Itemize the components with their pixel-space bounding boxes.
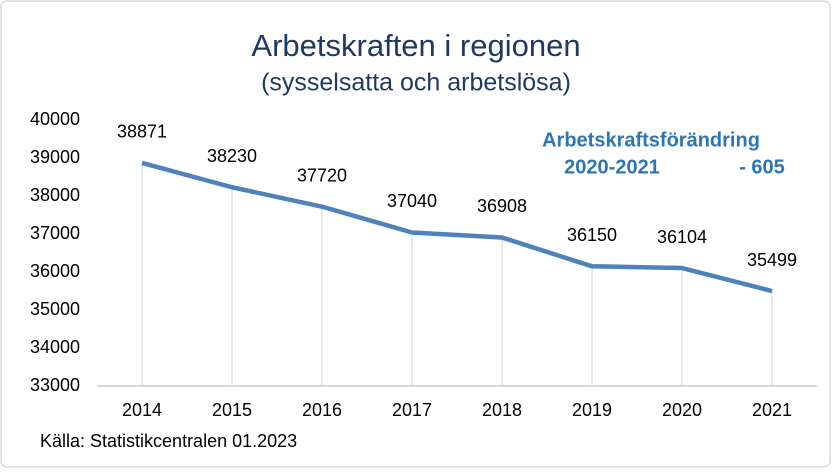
- x-tick-label: 2021: [752, 400, 792, 420]
- y-tick-label: 38000: [30, 185, 80, 205]
- x-tick-label: 2015: [212, 400, 252, 420]
- chart-title: Arbetskraften i regionen: [251, 28, 580, 63]
- y-tick-label: 34000: [30, 337, 80, 357]
- data-label: 38230: [207, 146, 257, 166]
- x-tick-label: 2017: [392, 400, 432, 420]
- data-label: 37720: [297, 165, 347, 185]
- data-label: 35499: [747, 250, 797, 270]
- annotation-title: Arbetskraftsförändring: [542, 129, 760, 151]
- y-tick-label: 37000: [30, 223, 80, 243]
- y-tick-label: 40000: [30, 109, 80, 129]
- data-line: [141, 160, 773, 294]
- chart-subtitle: (sysselsatta och arbetslösa): [261, 69, 571, 97]
- y-tick-label: 36000: [30, 261, 80, 281]
- data-label: 38871: [117, 122, 167, 142]
- data-label: 36150: [567, 225, 617, 245]
- x-tick-label: 2014: [122, 400, 162, 420]
- annotation-change: - 605: [739, 156, 785, 178]
- x-tick-label: 2016: [302, 400, 342, 420]
- data-label: 37040: [387, 191, 437, 211]
- y-tick-label: 33000: [30, 375, 80, 395]
- data-label: 36908: [477, 196, 527, 216]
- y-tick-label: 39000: [30, 147, 80, 167]
- source: Källa: Statistikcentralen 01.2023: [40, 431, 297, 451]
- x-tick-label: 2019: [572, 400, 612, 420]
- y-tick-label: 35000: [30, 299, 80, 319]
- annotation-period: 2020-2021: [564, 156, 660, 178]
- data-label: 36104: [657, 227, 707, 247]
- x-tick-label: 2020: [662, 400, 702, 420]
- x-tick-label: 2018: [482, 400, 522, 420]
